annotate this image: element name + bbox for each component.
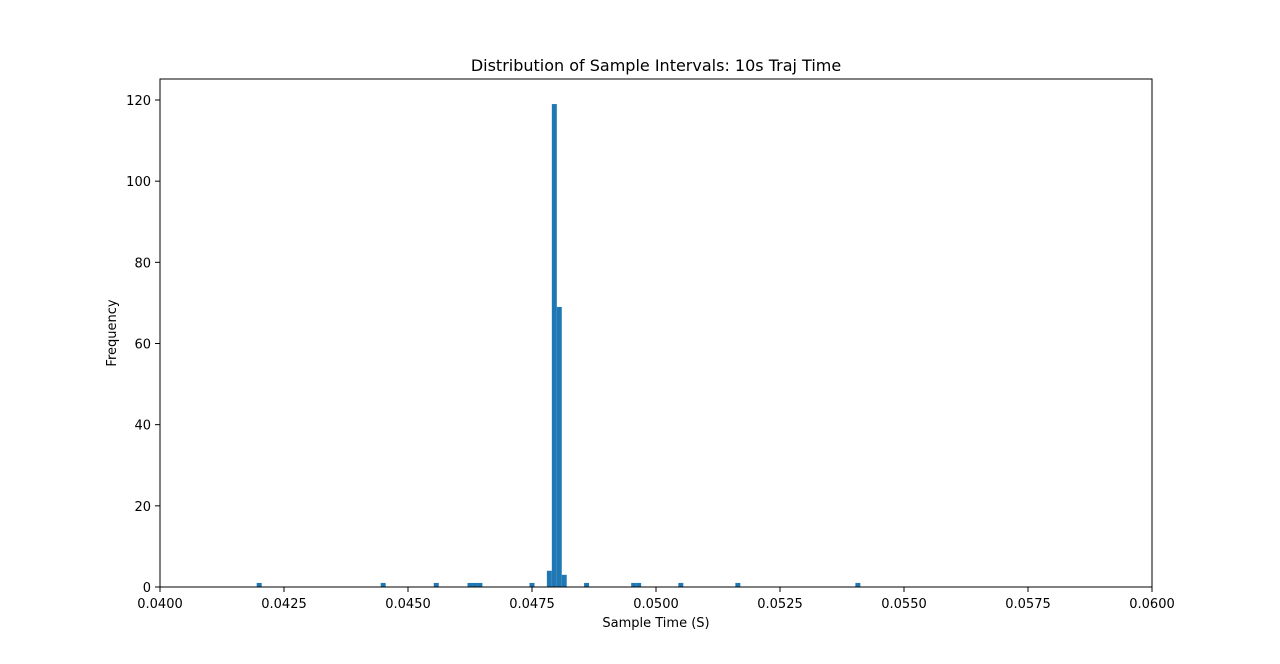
x-tick-label: 0.0525 [757, 597, 803, 612]
y-tick-label: 40 [134, 419, 151, 434]
histogram-bar [584, 582, 590, 587]
y-axis-label: Frequency [105, 299, 120, 366]
x-tick-label: 0.0425 [261, 597, 307, 612]
x-tick-label: 0.0575 [1005, 597, 1051, 612]
histogram-bar [467, 582, 473, 587]
histogram-bar [477, 582, 483, 587]
x-tick-label: 0.0475 [509, 597, 555, 612]
histogram-bar [433, 582, 439, 587]
x-tick-label: 0.0500 [633, 597, 679, 612]
chart-title: Distribution of Sample Intervals: 10s Tr… [471, 56, 841, 75]
y-tick-label: 120 [126, 94, 151, 109]
x-axis-label: Sample Time (S) [602, 616, 709, 631]
histogram-bar [631, 582, 637, 587]
histogram-bar [472, 582, 478, 587]
histogram-bar [636, 582, 642, 587]
histogram-bar [546, 570, 552, 587]
y-tick-label: 0 [143, 581, 151, 596]
y-tick-label: 60 [134, 338, 151, 353]
histogram-bar [855, 582, 861, 587]
x-tick-label: 0.0450 [385, 597, 431, 612]
histogram-bar [678, 582, 684, 587]
x-tick-label: 0.0400 [137, 597, 183, 612]
histogram-bar [529, 582, 535, 587]
x-tick-label: 0.0550 [881, 597, 927, 612]
y-tick-label: 80 [134, 256, 151, 271]
histogram-bar [551, 104, 557, 587]
x-axis: 0.0400 0.0425 0.0450 0.0475 0.0500 0.0525 0.05… [137, 587, 1175, 612]
histogram-bar [256, 582, 262, 587]
y-tick-label: 20 [134, 500, 151, 515]
histogram-bar [561, 574, 567, 587]
histogram-bar [735, 582, 741, 587]
plot-frame [159, 78, 1153, 588]
histogram-bars [256, 104, 861, 587]
x-tick-label: 0.0600 [1129, 597, 1175, 612]
histogram-bar [556, 306, 562, 587]
histogram-bar [380, 582, 386, 587]
y-axis: 0 20 40 60 80 100 120 [126, 94, 160, 596]
y-tick-label: 100 [126, 175, 151, 190]
